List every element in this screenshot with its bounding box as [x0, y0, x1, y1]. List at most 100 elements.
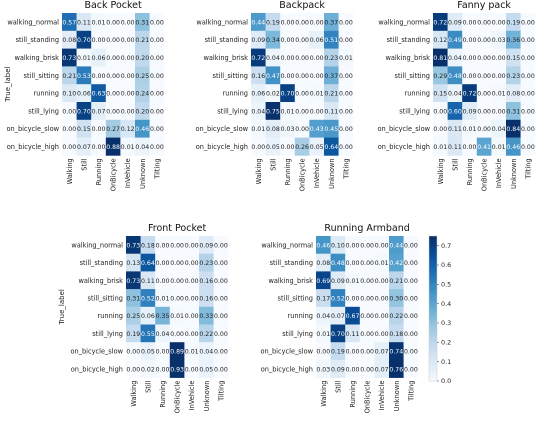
y-tick-label: still_lying — [217, 107, 248, 115]
cell-value-label: 0.00 — [295, 73, 309, 80]
heatmap-cell — [251, 119, 266, 138]
colorbar-tick-label: 0.1 — [441, 358, 451, 366]
heatmap-cell — [338, 66, 354, 85]
cell-value-label: 0.44 — [389, 242, 403, 249]
cell-value-label: 0.00 — [92, 73, 106, 80]
heatmap-cell — [140, 359, 156, 378]
cell-value-label: 0.00 — [92, 126, 106, 133]
cell-value-label: 0.00 — [156, 349, 170, 356]
colorbar-segment — [429, 243, 437, 248]
heatmap-cell — [338, 84, 354, 103]
cell-value-label: 0.23 — [324, 55, 338, 62]
heatmap-cell — [324, 84, 339, 103]
cell-value-label: 0.00 — [463, 144, 477, 151]
cell-value-label: 0.23 — [199, 260, 213, 267]
cell-value-label: 0.00 — [185, 295, 199, 302]
cell-value-label: 0.00 — [521, 126, 535, 133]
cell-value-label: 0.00 — [156, 366, 170, 373]
heatmap-cell — [140, 306, 156, 325]
y-axis-label: True_label — [4, 67, 12, 103]
heatmap-cell — [324, 66, 339, 85]
cell-value-label: 0.00 — [477, 108, 491, 115]
y-tick-label: still_sitting — [88, 294, 123, 302]
cell-value-label: 0.00 — [150, 126, 164, 133]
y-tick-label: still_lying — [92, 330, 123, 338]
cell-value-label: 0.04 — [135, 144, 149, 151]
heatmap-cell — [506, 119, 521, 138]
cell-value-label: 0.00 — [404, 242, 418, 249]
y-tick-label: still_standing — [270, 259, 313, 267]
cell-value-label: 0.00 — [360, 349, 374, 356]
cell-value-label: 0.46 — [316, 242, 330, 249]
cell-value-label: 0.11 — [346, 331, 360, 338]
cell-value-label: 0.00 — [106, 55, 120, 62]
cell-value-label: 0.11 — [141, 278, 155, 285]
cell-value-label: 0.00 — [150, 91, 164, 98]
x-tick-label: Tilting — [217, 381, 225, 402]
cell-value-label: 0.00 — [463, 73, 477, 80]
y-tick-label: still_lying — [399, 107, 430, 115]
heatmap-cell — [91, 84, 107, 103]
cell-value-label: 0.16 — [199, 295, 213, 302]
cell-value-label: 0.00 — [521, 144, 535, 151]
heatmap-cell — [389, 306, 404, 325]
heatmap-cell — [294, 119, 310, 138]
cell-value-label: 0.08 — [266, 126, 280, 133]
heatmap-cell — [520, 30, 536, 49]
cell-value-label: 0.00 — [170, 331, 184, 338]
heatmap-cell — [120, 66, 136, 85]
y-tick-label: still_sitting — [24, 72, 59, 80]
panel-title: Back Pocket — [84, 0, 142, 11]
x-tick-label: InVehicle — [313, 158, 321, 188]
heatmap-cell — [199, 324, 214, 343]
cell-value-label: 0.01 — [463, 126, 477, 133]
heatmap-cell — [199, 342, 214, 361]
heatmap-cell — [265, 48, 281, 67]
heatmap-cell — [76, 66, 92, 85]
cell-value-label: 0.00 — [126, 349, 140, 356]
cell-value-label: 0.00 — [463, 19, 477, 26]
cell-value-label: 0.00 — [339, 91, 353, 98]
cell-value-label: 0.00 — [339, 37, 353, 44]
heatmap-cell — [169, 324, 185, 343]
y-tick-label: still_sitting — [395, 72, 430, 80]
x-tick-label: Still — [451, 158, 459, 170]
cell-value-label: 0.00 — [121, 108, 135, 115]
heatmap-cell — [309, 13, 325, 32]
x-tick-label: Walking — [130, 381, 138, 407]
cell-value-label: 0.52 — [331, 295, 345, 302]
heatmap-cell — [316, 289, 331, 308]
cell-value-label: 0.00 — [281, 144, 295, 151]
cell-value-label: 0.00 — [339, 144, 353, 151]
cell-value-label: 0.00 — [92, 144, 106, 151]
cell-value-label: 0.46 — [506, 144, 520, 151]
heatmap-cell — [309, 66, 325, 85]
heatmap-cell — [280, 84, 296, 103]
cell-value-label: 0.20 — [135, 55, 149, 62]
cell-value-label: 0.00 — [492, 19, 506, 26]
heatmap-cell — [149, 137, 165, 156]
heatmap-cell — [447, 66, 463, 85]
x-tick-label: Walking — [320, 381, 328, 407]
heatmap-cell — [140, 253, 156, 272]
heatmap-cell — [520, 66, 536, 85]
heatmap-cell — [330, 253, 346, 272]
heatmap-cell — [149, 66, 165, 85]
heatmap-cell — [433, 84, 448, 103]
cell-value-label: 0.00 — [360, 278, 374, 285]
cell-value-label: 0.15 — [77, 126, 91, 133]
y-tick-label: walking_brisk — [78, 277, 123, 285]
heatmap-cell — [126, 289, 141, 308]
cell-value-label: 0.12 — [121, 126, 135, 133]
heatmap-cell — [403, 271, 419, 290]
cell-value-label: 0.19 — [331, 349, 345, 356]
cell-value-label: 0.25 — [135, 73, 149, 80]
cell-value-label: 0.05 — [266, 144, 280, 151]
heatmap-cell — [265, 13, 281, 32]
x-tick-label: Tilting — [524, 158, 532, 179]
heatmap-cell — [338, 48, 354, 67]
y-tick-label: on_bicycle_high — [196, 143, 248, 151]
cell-value-label: 0.02 — [266, 91, 280, 98]
heatmap-cell — [105, 84, 121, 103]
x-tick-label: Still — [269, 158, 277, 170]
